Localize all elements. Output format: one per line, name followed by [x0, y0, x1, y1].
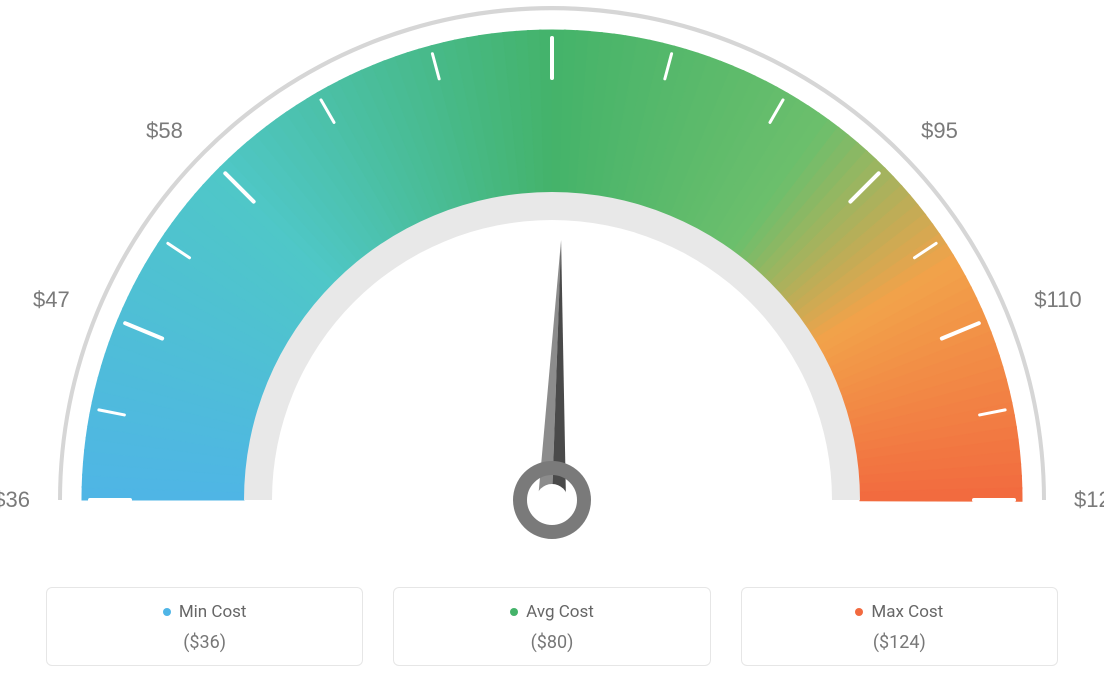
- legend-card-min: Min Cost ($36): [46, 587, 363, 666]
- legend-label-text: Min Cost: [179, 602, 247, 622]
- legend-value-avg: ($80): [404, 632, 699, 653]
- svg-text:$47: $47: [33, 287, 70, 312]
- dot-icon: [510, 608, 518, 616]
- svg-text:$124: $124: [1074, 487, 1104, 512]
- svg-text:$95: $95: [921, 118, 958, 143]
- legend-label-avg: Avg Cost: [404, 602, 699, 622]
- svg-text:$110: $110: [1034, 287, 1081, 312]
- legend-card-max: Max Cost ($124): [741, 587, 1058, 666]
- legend-card-avg: Avg Cost ($80): [393, 587, 710, 666]
- legend-value-max: ($124): [752, 632, 1047, 653]
- legend-label-text: Avg Cost: [526, 602, 594, 622]
- legend-label-text: Max Cost: [871, 602, 943, 622]
- dot-icon: [855, 608, 863, 616]
- legend-row: Min Cost ($36) Avg Cost ($80) Max Cost (…: [46, 587, 1058, 666]
- svg-text:$58: $58: [146, 118, 183, 143]
- dot-icon: [163, 608, 171, 616]
- legend-label-min: Min Cost: [57, 602, 352, 622]
- legend-value-min: ($36): [57, 632, 352, 653]
- cost-gauge: $36$47$58$80$95$110$124: [0, 0, 1104, 560]
- legend-label-max: Max Cost: [752, 602, 1047, 622]
- svg-text:$36: $36: [0, 487, 30, 512]
